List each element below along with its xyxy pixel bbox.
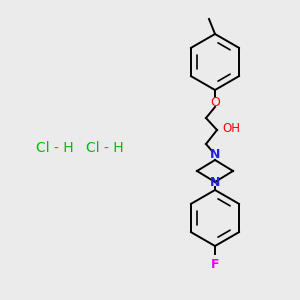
Text: F: F — [211, 258, 219, 271]
Text: OH: OH — [222, 122, 240, 136]
Text: N: N — [210, 176, 220, 188]
Text: O: O — [210, 95, 220, 109]
Text: Cl - H: Cl - H — [86, 141, 124, 155]
Text: N: N — [210, 148, 220, 161]
Text: Cl - H: Cl - H — [36, 141, 74, 155]
